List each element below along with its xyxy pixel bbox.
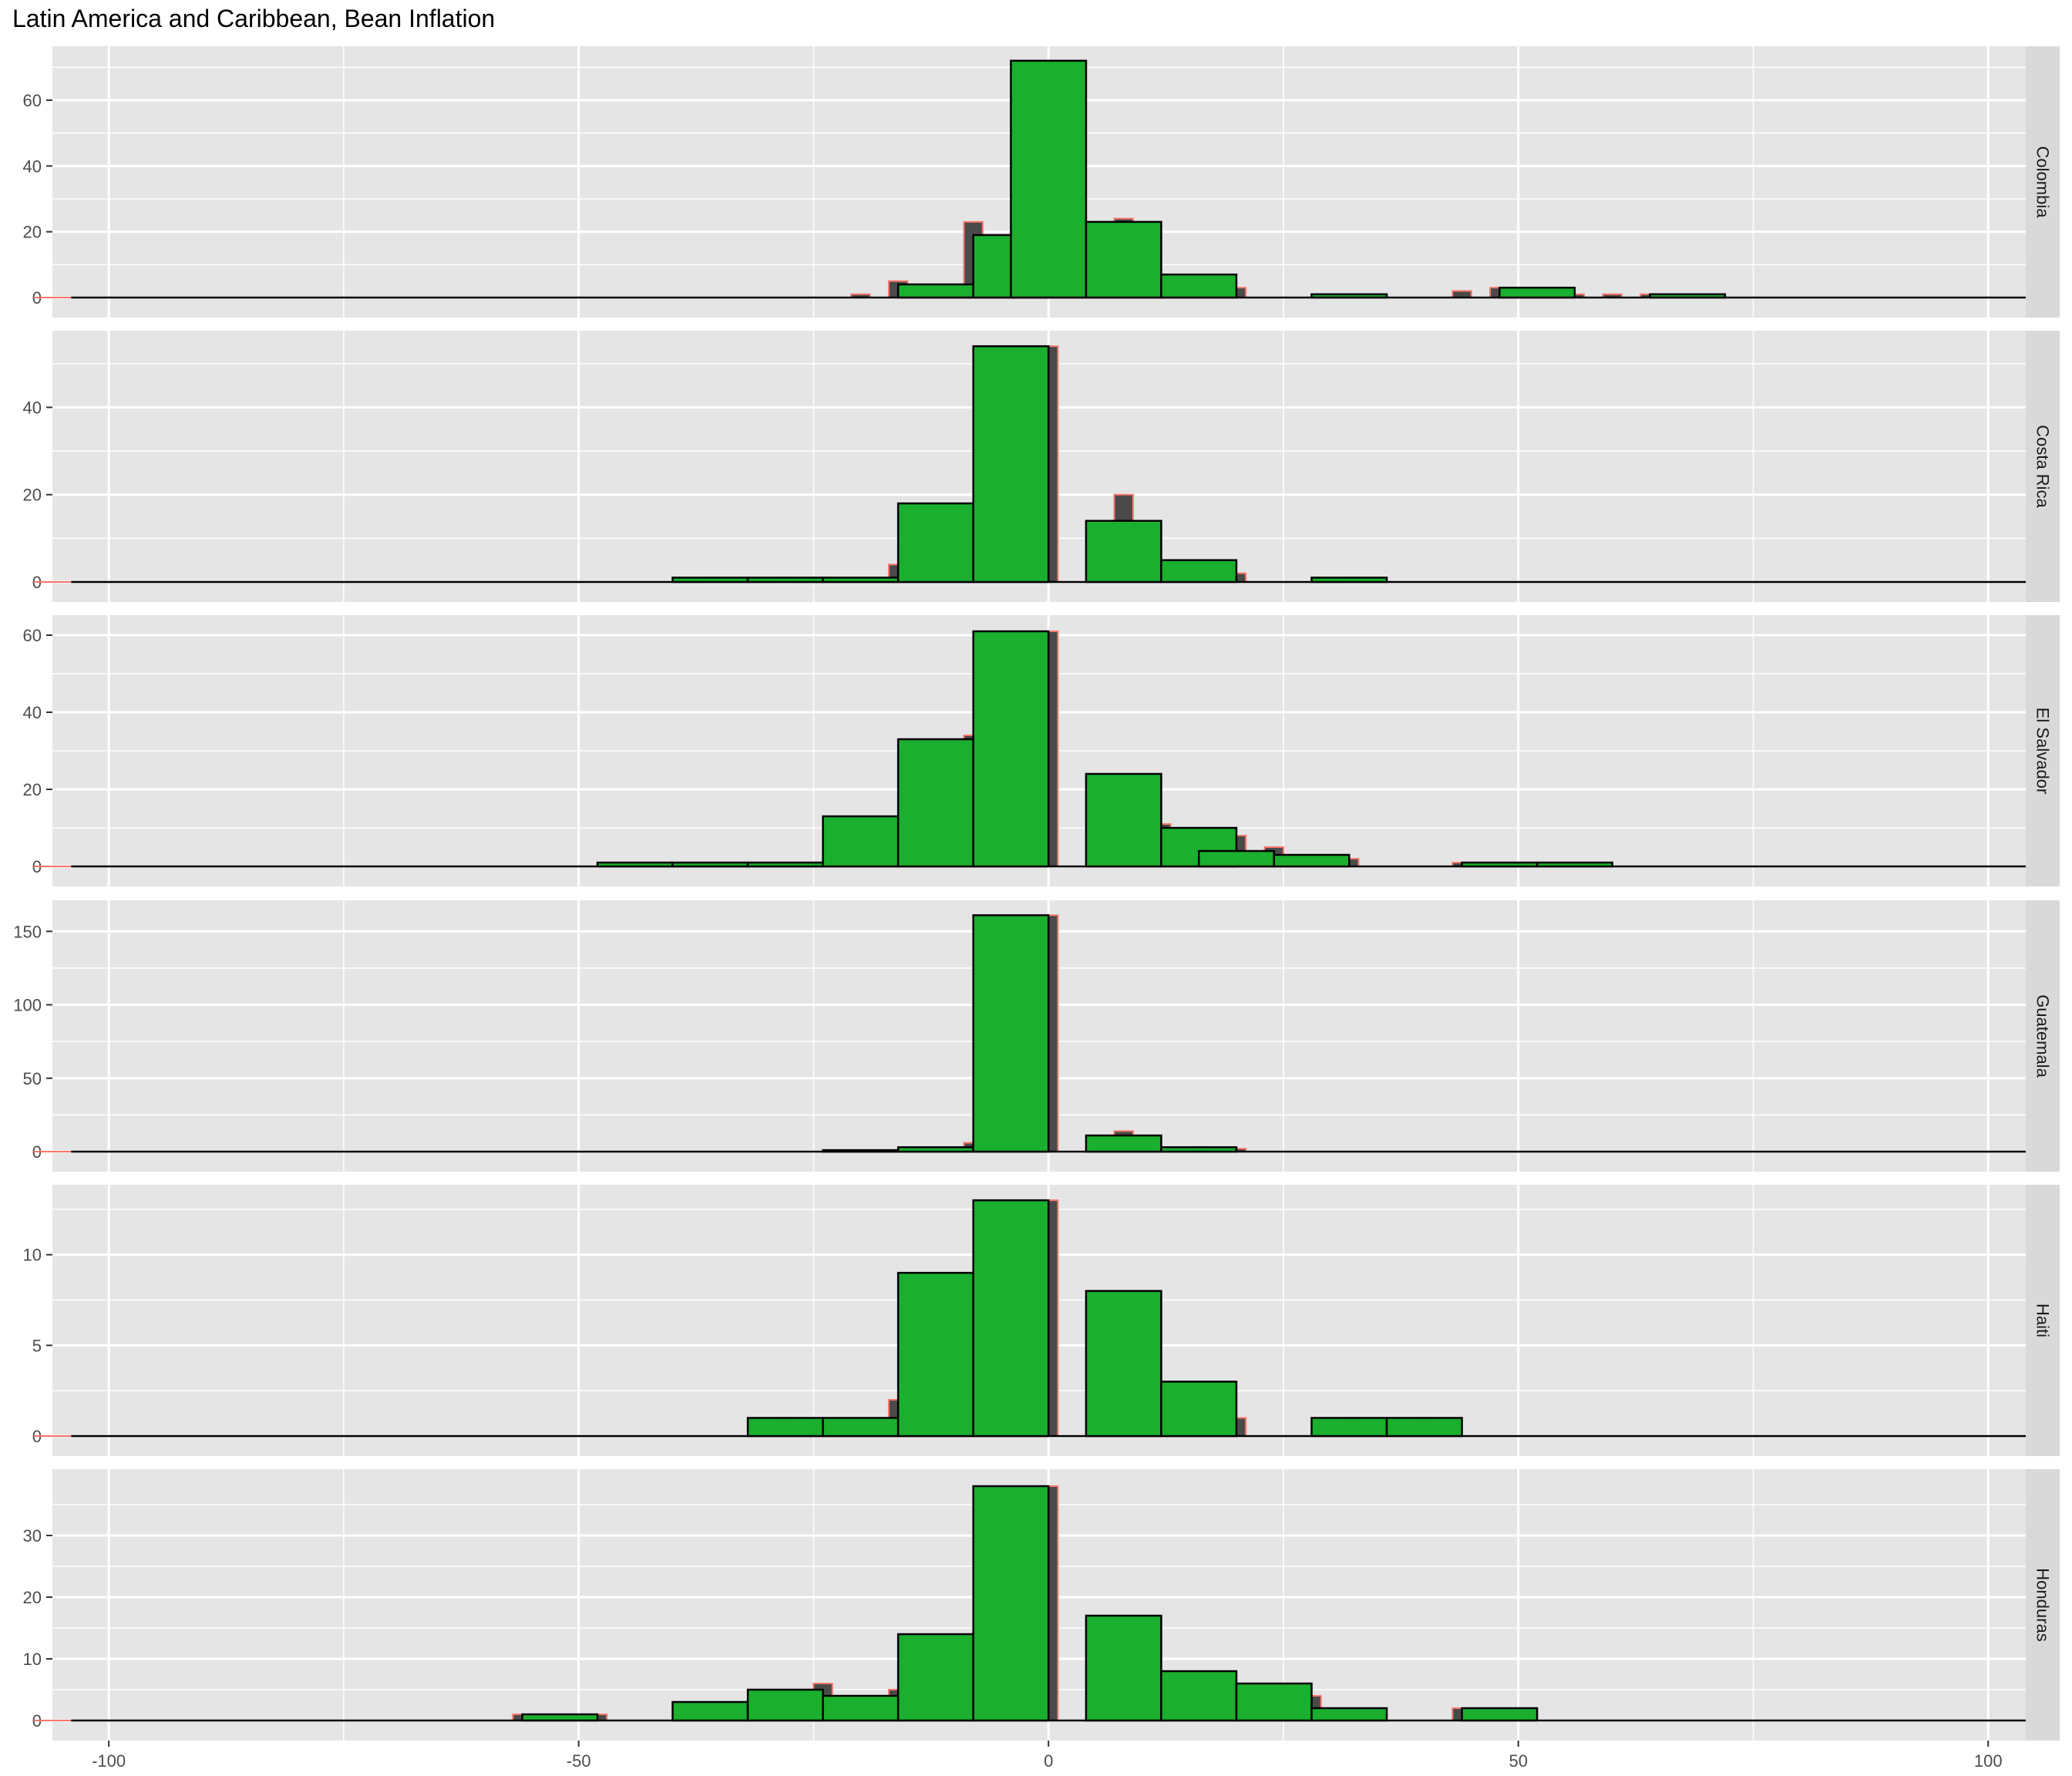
facet-strip-honduras xyxy=(2026,1469,2060,1741)
facet-label: El Salvador xyxy=(2033,708,2053,795)
histogram-bar xyxy=(1160,1381,1238,1438)
histogram-bar xyxy=(1085,1614,1162,1722)
histogram-bar xyxy=(1010,59,1088,299)
histogram-bar xyxy=(822,1417,900,1438)
histogram-bar xyxy=(521,1713,599,1722)
facet-strip-costa-rica xyxy=(2026,331,2060,602)
histogram-bar xyxy=(896,1146,974,1153)
y-tick-label: 5 xyxy=(32,1336,42,1355)
facet-label: Colombia xyxy=(2033,146,2053,219)
facet-label: Haiti xyxy=(2033,1303,2053,1337)
histogram-bar xyxy=(746,1688,824,1722)
histogram-bar xyxy=(1197,849,1276,868)
overlay-bar xyxy=(1451,290,1472,299)
y-tick-label: 50 xyxy=(23,1069,42,1088)
histogram-bar xyxy=(1385,1417,1463,1438)
histogram-bar xyxy=(1085,520,1162,584)
facet-strip-colombia xyxy=(2026,46,2060,318)
histogram-bar xyxy=(1085,772,1162,868)
histogram-bar xyxy=(1498,286,1576,299)
y-tick-label: 60 xyxy=(23,91,42,110)
x-tick-label: -50 xyxy=(567,1751,591,1771)
y-tick-label: 10 xyxy=(23,1246,42,1265)
y-tick-label: 40 xyxy=(23,703,42,722)
histogram-bar xyxy=(972,914,1050,1153)
histogram-bar xyxy=(1310,293,1388,299)
histogram-bar xyxy=(896,1271,974,1438)
facet-label: Costa Rica xyxy=(2033,425,2053,508)
histogram-bar xyxy=(972,630,1050,868)
histogram-bar xyxy=(1310,1417,1388,1438)
y-tick-label: 60 xyxy=(23,626,42,645)
facet-strip-haiti xyxy=(2026,1185,2060,1456)
histogram-bar xyxy=(896,1633,974,1722)
histogram-bar xyxy=(671,577,749,584)
histogram-bar xyxy=(1160,559,1238,584)
facet-label: Guatemala xyxy=(2033,994,2053,1078)
y-tick-label: 30 xyxy=(23,1526,42,1546)
x-tick-label: 50 xyxy=(1509,1751,1527,1771)
histogram-bar xyxy=(1310,1707,1388,1722)
y-tick-label: 20 xyxy=(23,1588,42,1607)
y-tick-label: 40 xyxy=(23,156,42,176)
histogram-bar xyxy=(972,1199,1050,1438)
histogram-bar xyxy=(822,1149,900,1153)
histogram-bar xyxy=(972,1485,1050,1722)
y-tick-label: 20 xyxy=(23,486,42,505)
histogram-bar xyxy=(1160,1146,1238,1153)
histogram-bar xyxy=(822,577,900,584)
histogram-bar xyxy=(1085,1290,1162,1438)
histogram-bar xyxy=(671,861,749,868)
histogram-bar xyxy=(671,1700,749,1722)
x-tick-label: 100 xyxy=(1974,1751,2003,1771)
histogram-bar xyxy=(822,815,900,868)
histogram-bar xyxy=(1273,853,1350,868)
histogram-bar xyxy=(1536,861,1613,868)
histogram-bar xyxy=(1160,273,1238,299)
histogram-bar xyxy=(896,283,974,299)
histogram-bar xyxy=(896,738,974,868)
histogram-bar xyxy=(1649,293,1727,299)
histogram-bar xyxy=(1085,1134,1162,1153)
x-tick-label: 0 xyxy=(1044,1751,1053,1771)
y-tick-label: 150 xyxy=(13,922,42,941)
y-tick-label: 10 xyxy=(23,1650,42,1669)
histogram-bar xyxy=(822,1694,900,1722)
histogram-bar xyxy=(1160,1670,1238,1722)
y-tick-label: 100 xyxy=(13,996,42,1015)
histogram-bar xyxy=(1461,861,1539,868)
histogram-bar xyxy=(746,577,824,584)
chart-title: Latin America and Caribbean, Bean Inflat… xyxy=(12,5,496,32)
y-tick-label: 40 xyxy=(23,398,42,417)
histogram-bar xyxy=(1085,220,1162,299)
histogram-bar xyxy=(1461,1707,1539,1722)
x-tick-label: -100 xyxy=(92,1751,126,1771)
facet-label: Honduras xyxy=(2033,1568,2053,1641)
histogram-bar xyxy=(1310,577,1388,584)
facet-strip-guatemala xyxy=(2026,900,2060,1172)
histogram-bar xyxy=(896,502,974,584)
histogram-bar xyxy=(746,861,824,868)
histogram-bar xyxy=(746,1417,824,1438)
histogram-bar xyxy=(1235,1682,1313,1722)
y-tick-label: 20 xyxy=(23,223,42,242)
histogram-bar xyxy=(972,345,1050,584)
histogram-bar xyxy=(596,861,674,868)
facet-strip-el-salvador xyxy=(2026,615,2060,886)
y-tick-label: 20 xyxy=(23,780,42,799)
